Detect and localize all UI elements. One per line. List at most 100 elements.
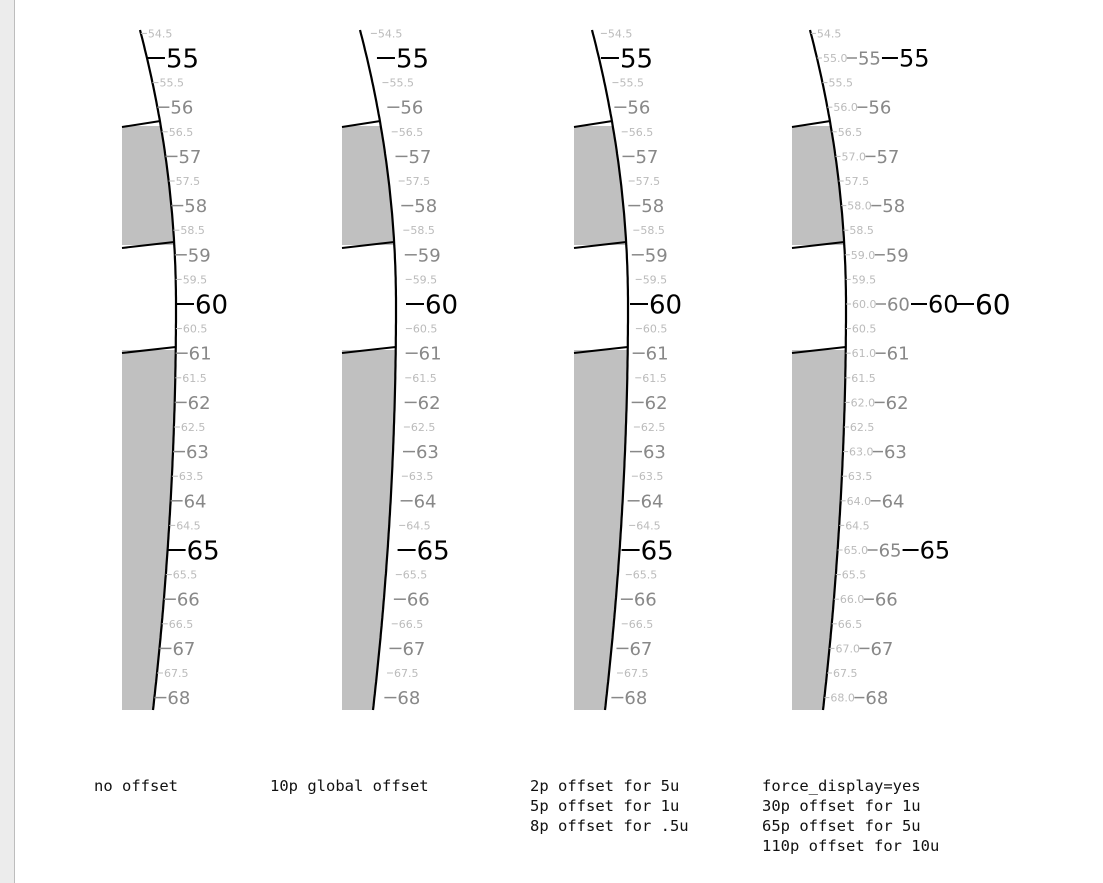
shaded-band-lower — [792, 350, 846, 710]
mid-68-label: 68 — [167, 688, 190, 709]
major-65-label: 65 — [641, 536, 674, 566]
mid-59-label: 59 — [645, 245, 668, 266]
minor-64-5-label: 64.5 — [406, 519, 431, 532]
minor-62-5-label: 62.5 — [850, 421, 875, 434]
minor-61-5-label: 61.5 — [851, 372, 876, 385]
minor-56-5-label: 56.5 — [838, 126, 863, 139]
minor-57-5-label: 57.5 — [176, 175, 201, 188]
offset10u-60-label: 60 — [975, 288, 1011, 321]
band-edge-mid — [121, 241, 175, 249]
mid-66-label: 66 — [634, 590, 657, 611]
minor-66-5-label: 66.5 — [629, 618, 654, 631]
offset1u-67-label: 67 — [870, 639, 893, 660]
forced-55-0-label: 55.0 — [823, 52, 848, 65]
band-edge-mid — [791, 241, 845, 249]
offset1u-66-label: 66 — [875, 590, 898, 611]
minor-56-5-label: 56.5 — [169, 126, 194, 139]
band-edge-upper — [791, 120, 831, 128]
mid-67-label: 67 — [172, 639, 195, 660]
caption-line: 65p offset for 5u — [762, 817, 921, 835]
mid-64-label: 64 — [414, 491, 437, 512]
offset1u-64-label: 64 — [882, 491, 905, 512]
mid-58-label: 58 — [184, 196, 207, 217]
mid-61-label: 61 — [646, 344, 669, 365]
caption-line: 5p offset for 1u — [530, 797, 680, 815]
minor-55-5-label: 55.5 — [828, 77, 853, 90]
shaded-band-lower — [574, 350, 628, 710]
minor-67-5-label: 67.5 — [164, 667, 189, 680]
minor-63-5-label: 63.5 — [848, 470, 873, 483]
minor-65-5-label: 65.5 — [633, 569, 658, 582]
minor-65-5-label: 65.5 — [403, 569, 428, 582]
minor-62-5-label: 62.5 — [181, 421, 206, 434]
forced-60-0-label: 60.0 — [852, 298, 877, 311]
mid-57-label: 57 — [408, 147, 431, 168]
minor-65-5-label: 65.5 — [173, 569, 198, 582]
band-edge-upper — [573, 120, 613, 128]
mid-56-label: 56 — [627, 98, 650, 119]
minor-62-5-label: 62.5 — [411, 421, 436, 434]
band-edge-mid — [341, 241, 395, 249]
minor-58-5-label: 58.5 — [410, 224, 435, 237]
offset5u-60-label: 60 — [928, 291, 959, 319]
mid-62-label: 62 — [188, 393, 211, 414]
forced-63-0-label: 63.0 — [849, 446, 874, 459]
shaded-band-lower — [342, 350, 396, 710]
mid-68-label: 68 — [397, 688, 420, 709]
minor-64-5-label: 64.5 — [845, 519, 870, 532]
minor-66-5-label: 66.5 — [399, 618, 424, 631]
shaded-band-upper — [122, 126, 175, 245]
band-edge-mid — [573, 241, 627, 249]
caption-line: 2p offset for 5u — [530, 777, 680, 795]
major-55-label: 55 — [166, 44, 199, 74]
offset5u-55-label: 55 — [899, 45, 930, 73]
minor-59-5-label: 59.5 — [643, 273, 668, 286]
minor-54-5-label: 54.5 — [148, 27, 173, 40]
shaded-band-upper — [792, 126, 845, 245]
window-left-border — [0, 0, 15, 883]
minor-60-5-label: 60.5 — [852, 323, 877, 336]
major-55-label: 55 — [620, 44, 653, 74]
minor-56-5-label: 56.5 — [629, 126, 654, 139]
band-edge-lower — [573, 346, 628, 354]
forced-59-0-label: 59.0 — [851, 249, 876, 262]
mid-61-label: 61 — [189, 344, 212, 365]
mid-57-label: 57 — [635, 147, 658, 168]
minor-61-5-label: 61.5 — [412, 372, 437, 385]
mid-57-label: 57 — [178, 147, 201, 168]
offset1u-61-label: 61 — [887, 344, 910, 365]
minor-58-5-label: 58.5 — [180, 224, 205, 237]
minor-59-5-label: 59.5 — [852, 273, 877, 286]
minor-54-5-label: 54.5 — [378, 27, 403, 40]
minor-57-5-label: 57.5 — [845, 175, 870, 188]
minor-56-5-label: 56.5 — [399, 126, 424, 139]
offset1u-57-label: 57 — [876, 147, 899, 168]
minor-67-5-label: 67.5 — [833, 667, 858, 680]
mid-62-label: 62 — [418, 393, 441, 414]
mid-59-label: 59 — [188, 245, 211, 266]
offset1u-55-label: 55 — [858, 48, 881, 69]
offset1u-65-label: 65 — [879, 540, 902, 561]
mid-68-label: 68 — [624, 688, 647, 709]
shaded-band-lower — [122, 350, 176, 710]
caption-line: 30p offset for 1u — [762, 797, 921, 815]
mid-66-label: 66 — [177, 590, 200, 611]
offset1u-68-label: 68 — [865, 688, 888, 709]
major-60-label: 60 — [649, 290, 682, 320]
mid-67-label: 67 — [402, 639, 425, 660]
minor-57-5-label: 57.5 — [636, 175, 661, 188]
major-55-label: 55 — [396, 44, 429, 74]
minor-63-5-label: 63.5 — [409, 470, 434, 483]
offset1u-59-label: 59 — [886, 245, 909, 266]
minor-59-5-label: 59.5 — [183, 273, 208, 286]
mid-63-label: 63 — [186, 442, 209, 463]
mid-61-label: 61 — [419, 344, 442, 365]
minor-64-5-label: 64.5 — [176, 519, 201, 532]
minor-61-5-label: 61.5 — [182, 372, 207, 385]
minor-55-5-label: 55.5 — [389, 77, 414, 90]
minor-67-5-label: 67.5 — [624, 667, 649, 680]
scale-arc — [358, 29, 398, 711]
scale-arc — [590, 29, 630, 711]
